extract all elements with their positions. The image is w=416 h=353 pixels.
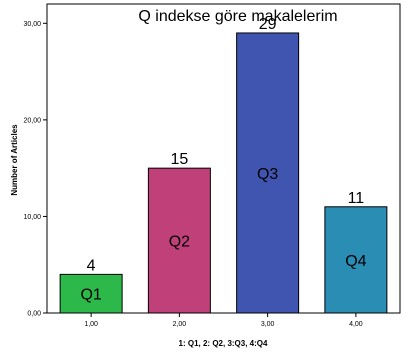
x-tick-label: 2,00 [173, 321, 187, 328]
x-tick-label: 3,00 [261, 321, 275, 328]
y-tick-label: 30,00 [23, 21, 41, 28]
bars-group: 4 Q1 15 Q2 29 Q3 11 Q4 [59, 16, 388, 314]
x-axis-title: 1: Q1, 2: Q2, 3:Q3, 4:Q4 [179, 339, 268, 348]
bar-inner-label: Q3 [257, 166, 278, 183]
x-tick-label: 4,00 [349, 321, 363, 328]
x-tick-label: 1,00 [84, 321, 98, 328]
bar-q2 [147, 167, 211, 314]
x-axis: 1,00 2,00 3,00 4,00 [84, 313, 363, 328]
bar-q4 [324, 206, 388, 314]
bar-inner-label: Q4 [345, 253, 366, 270]
bar-inner-label: Q1 [80, 287, 101, 304]
bar-inner-label: Q2 [169, 234, 190, 251]
data-label: 29 [259, 16, 277, 33]
y-tick-label: 0,00 [27, 311, 41, 318]
data-label: 4 [87, 257, 96, 274]
data-label: 15 [170, 151, 188, 168]
bar-q1 [59, 273, 123, 314]
bar-q3 [236, 32, 300, 314]
y-tick-label: 20,00 [23, 117, 41, 124]
data-label: 11 [348, 190, 365, 207]
y-axis: 0,00 10,00 20,00 30,00 [23, 21, 47, 318]
chart-title: Q indekse göre makalelerim [138, 8, 337, 25]
y-axis-title: Number of Articles [10, 124, 19, 196]
y-tick-label: 10,00 [23, 214, 41, 221]
